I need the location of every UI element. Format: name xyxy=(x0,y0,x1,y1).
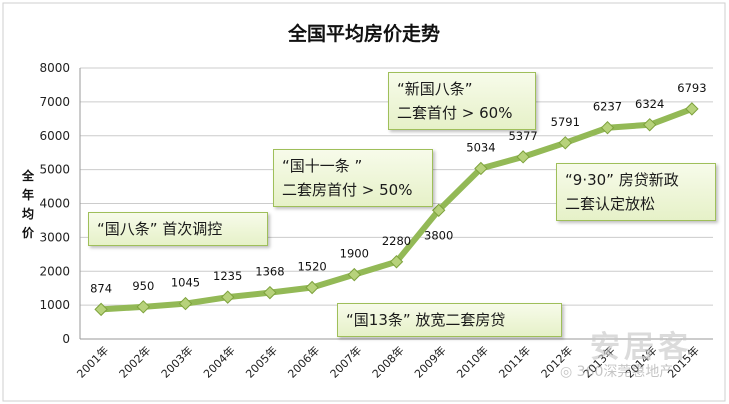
y-tick-label: 2000 xyxy=(39,264,70,278)
y-tick-label: 0 xyxy=(62,332,70,346)
watermark-account-text: 360深莞惠地产 xyxy=(576,364,674,380)
annotation-line: 二套首付 > 60% xyxy=(397,104,513,122)
data-label: 5377 xyxy=(508,129,537,143)
y-axis-label-char: 年 xyxy=(22,187,34,202)
data-labels: 874 950 1045 1235 1368 1520 1900 2280 3800 5034 53… xyxy=(90,81,706,296)
data-point-marker xyxy=(178,296,193,311)
data-point-marker xyxy=(94,302,108,317)
annotation-guobatiao: “国八条” 首次调控 xyxy=(88,212,268,246)
data-point-marker xyxy=(558,136,573,150)
annotation-line: “国十一条 ” xyxy=(282,157,363,175)
wechat-icon: ◎ xyxy=(560,364,573,380)
data-label: 5034 xyxy=(466,140,495,154)
watermark-brand-logo: 安居客 xyxy=(590,330,692,365)
y-tick-label: 4000 xyxy=(39,197,70,211)
data-point-marker xyxy=(263,285,277,300)
data-label: 6237 xyxy=(593,100,622,114)
data-point-marker xyxy=(516,150,530,164)
y-axis-label-char: 全 xyxy=(21,168,35,183)
data-point-marker xyxy=(347,267,362,282)
data-point-marker xyxy=(431,203,446,217)
data-point-marker xyxy=(600,121,615,135)
data-label: 3800 xyxy=(424,228,453,242)
annotation-guoshiyitiao: “国十一条 ” 二套房首付 > 50% xyxy=(273,149,433,207)
price-series xyxy=(94,102,699,317)
annotation-line: “9·30” 房贷新政 xyxy=(565,171,679,189)
data-label: 2280 xyxy=(382,234,411,248)
data-label: 950 xyxy=(132,279,154,293)
data-point-marker xyxy=(136,300,151,314)
data-point-marker xyxy=(474,161,488,176)
annotation-guo13tiao: “国13条” 放宽二套房贷 xyxy=(337,303,562,337)
annotation-line: 二套认定放松 xyxy=(565,195,656,213)
data-label: 6793 xyxy=(677,81,706,95)
data-label: 1368 xyxy=(255,265,284,279)
y-tick-label: 3000 xyxy=(39,230,70,244)
y-axis-label-char: 价 xyxy=(22,226,35,240)
y-tick-label: 1000 xyxy=(39,298,70,312)
data-label: 1900 xyxy=(340,247,369,261)
data-point-marker xyxy=(220,290,235,304)
y-axis-label-char: 均 xyxy=(22,206,34,221)
data-label: 1520 xyxy=(297,260,326,274)
data-label: 1235 xyxy=(213,269,242,283)
y-tick-label: 8000 xyxy=(39,61,70,75)
chart-title: 全国平均房价走势 xyxy=(287,22,440,45)
watermark-account-name: ◎ 360深莞惠地产 xyxy=(560,361,673,381)
data-point-marker xyxy=(642,118,657,132)
y-tick-label: 5000 xyxy=(39,163,70,177)
y-tick-labels: 0 1000 2000 3000 4000 5000 6000 7000 8000 xyxy=(39,61,70,346)
data-point-marker xyxy=(685,102,699,116)
data-label: 1045 xyxy=(171,276,200,290)
annotation-930-xinzheng: “9·30” 房贷新政 二套认定放松 xyxy=(556,163,716,221)
data-point-marker xyxy=(389,255,404,269)
annotation-line: “国13条” 放宽二套房贷 xyxy=(346,311,506,329)
data-label: 6324 xyxy=(635,97,664,111)
annotation-xinguobatiao: “新国八条” 二套首付 > 60% xyxy=(388,72,536,130)
data-label: 5791 xyxy=(551,115,580,129)
annotation-line: 二套房首付 > 50% xyxy=(282,181,413,199)
y-tick-label: 7000 xyxy=(39,95,70,109)
y-tick-label: 6000 xyxy=(39,129,70,143)
data-point-marker xyxy=(305,280,319,295)
data-label: 874 xyxy=(90,281,112,295)
annotation-line: “新国八条” xyxy=(397,80,473,98)
annotation-line: “国八条” 首次调控 xyxy=(97,220,223,238)
